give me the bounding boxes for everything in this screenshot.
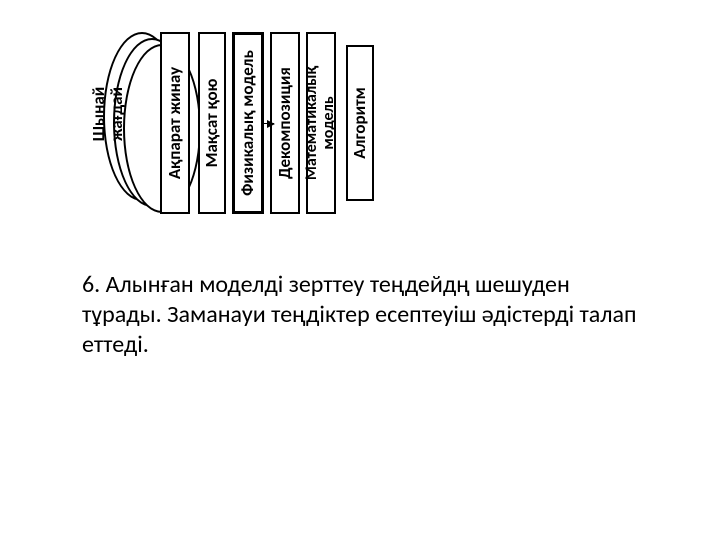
flow-box: Физикалық модель [232,32,264,214]
flow-box-label: Ақпарат жинау [166,67,184,179]
cloud-label: Шынай жағдай [90,54,130,174]
flow-box: Мақсат қою [198,32,226,214]
flow-box-label: Декомпозиция [276,67,294,179]
slide: { "canvas": { "width": 720, "height": 54… [0,0,720,540]
flow-box-label: Физикалық модель [239,50,257,196]
flow-box: Алгоритм [346,45,374,201]
flow-box-label: Математикалық модель [304,66,338,180]
flow-box: Ақпарат жинау [160,32,190,214]
flow-arrow [262,123,274,124]
flow-box-label: Алгоритм [351,87,369,159]
body-paragraph: 6. Алынған моделді зерттеу теңдейдң шешу… [82,270,642,360]
flow-box-label: Мақсат қою [203,79,221,168]
flow-box: Математикалық модель [306,32,336,214]
